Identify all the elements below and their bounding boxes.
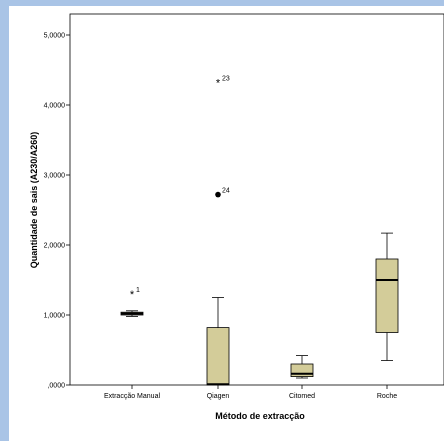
box-1 (206, 297, 230, 386)
outlier-circle (215, 191, 221, 198)
box-2 (290, 355, 314, 379)
x-tick-label: Qiagen (207, 393, 230, 400)
x-tick-label: Roche (377, 393, 397, 400)
x-axis-title: Método de extracção (215, 411, 305, 421)
box-body (375, 258, 399, 333)
y-tick-label: ,0000 (47, 383, 65, 390)
y-tick-label: 2,0000 (44, 243, 66, 250)
outlier-label: 24 (222, 188, 230, 195)
y-tick-label: 4,0000 (44, 103, 66, 110)
x-axis: Extracção Manual Qiagen Citomed Roche (104, 385, 397, 400)
y-tick-label: 3,0000 (44, 173, 66, 180)
y-tick-label: 1,0000 (44, 313, 66, 320)
box-3 (375, 232, 399, 361)
outlier-label: 23 (222, 76, 230, 83)
outlier-label: 1 (136, 287, 140, 294)
y-tick-label: 5,0000 (44, 33, 66, 40)
x-tick-label: Citomed (289, 393, 315, 400)
y-axis: ,0000 1,0000 2,0000 3,0000 4,0000 5,0000 (44, 33, 70, 390)
x-tick-label: Extracção Manual (104, 393, 160, 400)
box-0 (120, 310, 144, 317)
boxes (120, 232, 399, 386)
box-body (206, 327, 230, 386)
y-axis-title: Quantidade de sais (A230/A260) (29, 132, 39, 269)
outlier-star: * (130, 289, 135, 301)
outlier-star: * (216, 78, 221, 90)
